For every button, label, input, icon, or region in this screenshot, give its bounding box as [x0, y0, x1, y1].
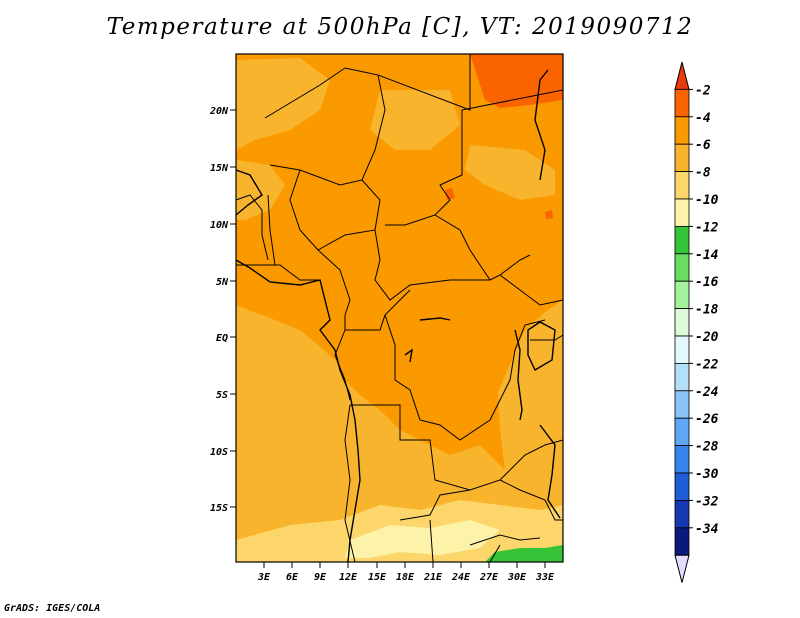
colorbar-cell	[674, 445, 690, 474]
band-minus10-minus12	[345, 520, 500, 558]
lon-tick-label: 6E	[286, 572, 299, 583]
colorbar-cell	[674, 362, 690, 392]
colorbar-cell	[674, 308, 690, 337]
country-borders	[235, 54, 564, 563]
map-title: Temperature at 500hPa [C], VT: 201909071…	[106, 14, 694, 40]
colorbar-label: -20	[695, 330, 719, 345]
colorbar-label: -4	[695, 111, 711, 126]
colorbar-cell	[674, 472, 690, 501]
colorbar-arrow-top	[674, 61, 690, 90]
colorbar-cell	[674, 417, 690, 447]
colorbar-label: -6	[695, 138, 711, 153]
lon-tick-label: 24E	[451, 572, 471, 583]
colorbar-label: -28	[695, 440, 719, 455]
colorbar-cell	[674, 335, 690, 364]
lat-tick-label: EQ	[216, 333, 228, 344]
lat-tick-label: 15S	[210, 503, 228, 514]
temperature-map	[235, 54, 564, 563]
colorbar-cell	[674, 499, 690, 529]
lat-tick-label: 20N	[209, 106, 229, 117]
colorbar-cell	[674, 280, 690, 310]
lon-tick-label: 21E	[423, 572, 443, 583]
band-minus6-patch-sahara	[370, 90, 460, 150]
colorbar-label: -22	[695, 357, 719, 372]
colorbar-cell	[674, 527, 690, 556]
band-minus2-minus4-spot	[545, 210, 553, 219]
colorbar-arrow-bottom	[674, 554, 690, 583]
colorbar-label: -26	[695, 412, 719, 427]
lat-tick-label: 15N	[210, 163, 229, 174]
colorbar-cell	[674, 171, 690, 200]
lon-tick-label: 18E	[396, 572, 415, 583]
colorbar-cell	[674, 143, 690, 172]
lon-tick-label: 12E	[339, 572, 358, 583]
longitude-axis: 3E 6E 9E 12E 15E 18E 21E 24E 27E 30E 33E	[257, 562, 555, 583]
colorbar-label: -12	[695, 220, 719, 235]
colorbar-cell	[674, 253, 690, 282]
map-frame	[235, 53, 564, 563]
colorbar: -2 -4 -6 -8 -10 -12 -14 -16 -18 -20 -22 -24 -26 -28 -3…	[674, 61, 719, 583]
colorbar-cell	[674, 89, 690, 118]
colorbar-label: -34	[695, 522, 719, 537]
lat-tick-label: 10N	[210, 220, 229, 231]
latitude-axis: 20N 15N 10N 5N EQ 5S 10S 15S	[209, 106, 236, 514]
lat-tick-label: 5S	[216, 390, 228, 401]
colorbar-cell	[674, 225, 690, 255]
colorbar-label: -30	[695, 467, 719, 482]
colorbar-label: -2	[695, 83, 711, 98]
colorbar-label: -24	[695, 385, 719, 400]
lon-tick-label: 33E	[535, 572, 555, 583]
lon-tick-label: 9E	[314, 572, 327, 583]
colorbar-label: -32	[695, 494, 719, 509]
lon-tick-label: 3E	[257, 572, 271, 583]
lat-tick-label: 10S	[210, 447, 228, 458]
band-minus12-minus14	[485, 545, 563, 562]
grads-credit: GrADS: IGES/COLA	[4, 603, 101, 614]
colorbar-label: -10	[695, 193, 719, 208]
colorbar-cell	[674, 390, 690, 419]
band-minus6-patch-north	[236, 58, 330, 150]
colorbar-label: -16	[695, 275, 719, 290]
lat-tick-label: 5N	[216, 277, 229, 288]
lon-tick-label: 15E	[368, 572, 387, 583]
colorbar-label: -18	[695, 303, 719, 318]
colorbar-cell	[674, 198, 690, 227]
colorbar-label: -14	[695, 248, 719, 263]
band-minus6-patch-east	[465, 145, 555, 200]
lon-tick-label: 30E	[507, 572, 527, 583]
colorbar-label: -8	[695, 166, 711, 181]
colorbar-cell	[674, 116, 690, 145]
coastline	[235, 69, 561, 563]
lon-tick-label: 27E	[479, 572, 499, 583]
